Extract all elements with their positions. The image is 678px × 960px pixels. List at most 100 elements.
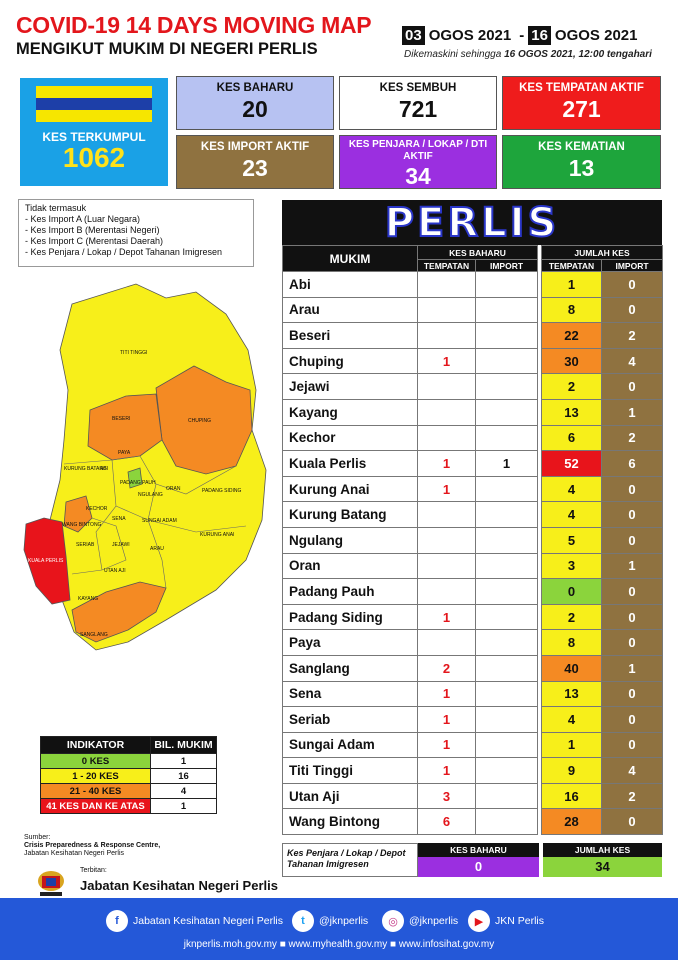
total-import-cell: 0: [601, 373, 664, 400]
facebook-link[interactable]: f Jabatan Kesihatan Negeri Perlis: [106, 910, 283, 932]
mukim-table: MUKIM KES BAHARU JUMLAH KES TEMPATAN IMP…: [282, 245, 664, 836]
new-local-cell: 1: [417, 680, 476, 708]
date-separator: -: [519, 27, 525, 44]
gap-cell: [537, 604, 542, 630]
updated-note: Dikemaskini sehingga 16 OGOS 2021, 12:00…: [404, 49, 652, 60]
mukim-row: Chuping 1 30 4: [282, 347, 664, 375]
instagram-link[interactable]: ◎ @jknperlis: [382, 910, 458, 932]
youtube-label: JKN Perlis: [495, 915, 545, 927]
mukim-name: Sena: [282, 680, 418, 708]
legend-row: 0 KES 1: [40, 753, 217, 769]
gap-cell: [537, 655, 542, 681]
new-cases-value: 20: [242, 96, 268, 122]
new-local-cell: 1: [417, 347, 476, 375]
map-label-paya: PAYA: [118, 450, 131, 456]
new-cases-label: KES BAHARU: [216, 82, 294, 94]
mukim-name: Beseri: [282, 322, 418, 349]
state-name: PERLIS: [384, 199, 560, 247]
total-import-cell: 0: [601, 296, 664, 324]
deaths-card: KES KEMATIAN 13: [502, 135, 661, 189]
prison-new-value: 0: [418, 857, 539, 877]
map-label-sanglang: SANGLANG: [80, 632, 108, 638]
gap-cell: [537, 681, 542, 707]
total-import-cell: 1: [601, 552, 664, 580]
gap-cell: [537, 322, 542, 349]
new-cases-header: KES BAHARU: [416, 245, 539, 260]
map-label-padang-pauh: PADANG PAUH: [120, 480, 156, 486]
total-local-cell: 5: [541, 526, 603, 554]
gap-cell: [537, 297, 542, 323]
new-import-cell: [474, 424, 539, 452]
total-local-cell: 30: [541, 347, 603, 375]
new-import-cell: [474, 603, 539, 631]
new-import-cell: [474, 552, 539, 580]
total-import-header: IMPORT: [601, 259, 664, 272]
gap-cell: [537, 450, 542, 477]
map-label-kayang: KAYANG: [78, 596, 98, 602]
footer-website-links[interactable]: jknperlis.moh.gov.my ■ www.myhealth.gov.…: [183, 939, 495, 950]
twitter-link[interactable]: t @jknperlis: [292, 910, 368, 932]
total-local-cell: 4: [541, 501, 603, 528]
new-import-header: IMPORT: [474, 259, 539, 272]
mukim-name: Utan Aji: [282, 782, 418, 810]
total-local-cell: 6: [541, 424, 603, 452]
mukim-name: Ngulang: [282, 526, 418, 554]
map-label-kurung-anai: KURUNG ANAI: [200, 532, 234, 538]
mukim-row: Sungai Adam 1 1 0: [282, 731, 664, 759]
map-label-jejawi: JEJAWI: [112, 542, 130, 548]
map-region-kuala-perlis: [23, 517, 71, 605]
indicator-header: INDIKATOR: [40, 736, 151, 754]
mukim-name: Sungai Adam: [282, 731, 418, 759]
new-import-cell: 1: [474, 450, 539, 477]
gap-cell: [537, 757, 542, 784]
gap-cell: [537, 732, 542, 758]
total-cases-header: JUMLAH KES: [541, 245, 664, 260]
map-label-kuala-perlis: KUALA PERLIS: [28, 558, 64, 564]
map-region-chuping: [155, 365, 253, 475]
cumulative-label: KES TERKUMPUL: [42, 130, 146, 144]
map-label-ngulang: NGULANG: [138, 492, 163, 498]
local-active-value: 271: [562, 96, 601, 122]
total-import-cell: 2: [601, 782, 664, 810]
instagram-icon: ◎: [382, 910, 404, 932]
mukim-name: Abi: [282, 271, 418, 298]
mukim-row: Arau 8 0: [282, 296, 664, 324]
total-local-cell: 2: [541, 373, 603, 400]
recovered-card: KES SEMBUH 721: [339, 76, 497, 130]
new-import-cell: [474, 475, 539, 503]
mukim-row: Sena 1 13 0: [282, 680, 664, 708]
total-import-cell: 6: [601, 450, 664, 477]
new-local-cell: [417, 398, 476, 426]
new-import-cell: [474, 578, 539, 605]
new-local-cell: [417, 322, 476, 349]
mukim-row: Padang Pauh 0 0: [282, 578, 664, 605]
facebook-icon: f: [106, 910, 128, 932]
mukim-row: Jejawi 2 0: [282, 373, 664, 400]
legend-row: 21 - 40 KES 4: [40, 783, 217, 799]
prison-active-card: KES PENJARA / LOKAP / DTI AKTIF 34: [339, 135, 497, 189]
prison-new-cell: KES BAHARU 0: [418, 843, 539, 877]
new-cases-card: KES BAHARU 20: [176, 76, 334, 130]
mukim-name: Titi Tinggi: [282, 757, 418, 784]
mukim-row: Wang Bintong 6 28 0: [282, 808, 664, 836]
total-local-cell: 28: [541, 808, 603, 836]
legend-count: 1: [150, 798, 217, 814]
indicator-legend: INDIKATOR BIL. MUKIM 0 KES 1 1 - 20 KES …: [40, 736, 217, 814]
mukim-name: Paya: [282, 629, 418, 656]
mukim-name: Arau: [282, 296, 418, 324]
youtube-link[interactable]: ▶ JKN Perlis: [468, 910, 544, 932]
new-local-cell: 3: [417, 782, 476, 810]
map-label-sena: SENA: [112, 516, 126, 522]
date-start-month: OGOS 2021: [428, 27, 512, 44]
total-local-header: TEMPATAN: [541, 259, 603, 272]
total-import-cell: 0: [601, 526, 664, 554]
total-local-cell: 16: [541, 782, 603, 810]
mukim-row: Kurung Anai 1 4 0: [282, 475, 664, 503]
deaths-label: KES KEMATIAN: [538, 141, 625, 153]
gap-cell: [537, 783, 542, 809]
total-local-cell: 22: [541, 322, 603, 349]
total-import-cell: 0: [601, 501, 664, 528]
jata-negara-logo-icon: [38, 871, 64, 896]
note-item: - Kes Import A (Luar Negara): [25, 214, 141, 224]
gap-cell: [537, 348, 542, 374]
